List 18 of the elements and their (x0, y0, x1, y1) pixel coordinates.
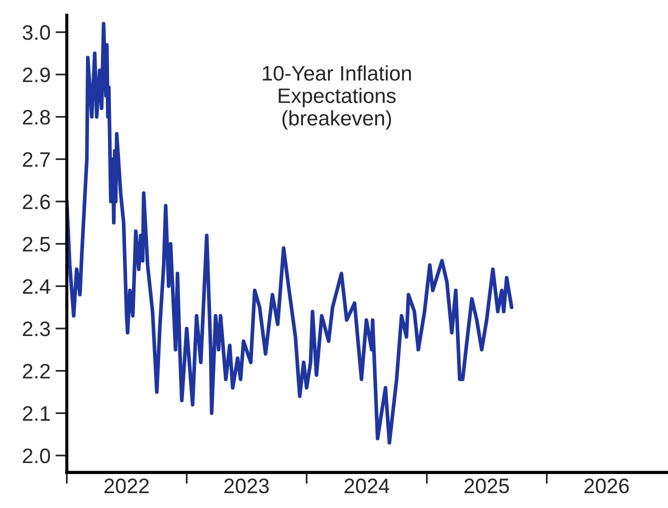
y-tick-label: 2.3 (22, 322, 50, 336)
annotation: 10-Year Inflation Expectations (breakeven) (262, 65, 411, 130)
line-series (66, 22, 514, 445)
y-tick-label: 2.7 (22, 152, 50, 167)
x-tick-label: 2023 (224, 478, 269, 494)
y-tick-label: 2.8 (22, 110, 50, 125)
y-tick-label: 2.5 (22, 236, 50, 252)
y-tick-label: 2.6 (22, 194, 50, 210)
y-tick-label: 2.4 (22, 279, 50, 294)
y-tick-label: 2.1 (22, 406, 50, 421)
x-tick-label: 2026 (584, 478, 629, 494)
x-tick-label: 2025 (464, 478, 509, 494)
y-tick-label: 2.0 (22, 448, 50, 464)
x-tick-label: 2022 (104, 478, 149, 494)
y-tick-label: 3.0 (22, 25, 50, 40)
y-tick-label: 2.2 (22, 364, 50, 378)
x-tick-label: 2024 (344, 478, 390, 494)
y-tick-label: 2.9 (22, 68, 50, 82)
